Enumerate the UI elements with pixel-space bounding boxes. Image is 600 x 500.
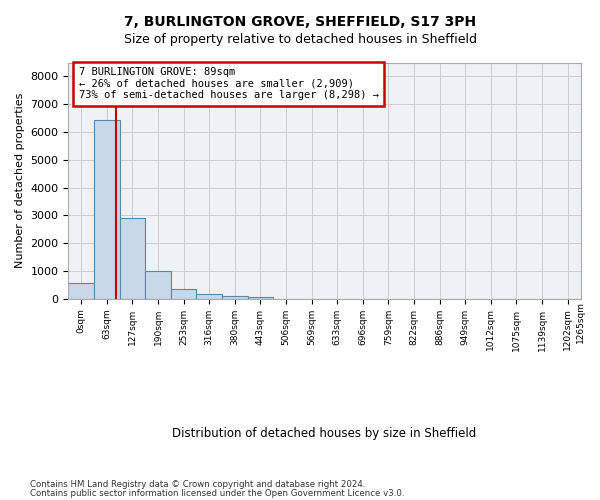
Y-axis label: Number of detached properties: Number of detached properties — [15, 93, 25, 268]
X-axis label: Distribution of detached houses by size in Sheffield: Distribution of detached houses by size … — [172, 427, 476, 440]
Text: Contains public sector information licensed under the Open Government Licence v3: Contains public sector information licen… — [30, 488, 404, 498]
Bar — [94, 120, 119, 299]
Bar — [171, 289, 196, 299]
Bar — [145, 271, 171, 299]
Text: Contains HM Land Registry data © Crown copyright and database right 2024.: Contains HM Land Registry data © Crown c… — [30, 480, 365, 489]
Text: 1265sqm: 1265sqm — [576, 301, 585, 343]
Text: 7, BURLINGTON GROVE, SHEFFIELD, S17 3PH: 7, BURLINGTON GROVE, SHEFFIELD, S17 3PH — [124, 15, 476, 29]
Bar — [119, 218, 145, 299]
Bar — [196, 294, 222, 299]
Text: Size of property relative to detached houses in Sheffield: Size of property relative to detached ho… — [124, 32, 476, 46]
Bar — [68, 283, 94, 299]
Bar — [248, 297, 273, 299]
Text: 7 BURLINGTON GROVE: 89sqm
← 26% of detached houses are smaller (2,909)
73% of se: 7 BURLINGTON GROVE: 89sqm ← 26% of detac… — [79, 67, 379, 100]
Bar — [222, 296, 248, 299]
